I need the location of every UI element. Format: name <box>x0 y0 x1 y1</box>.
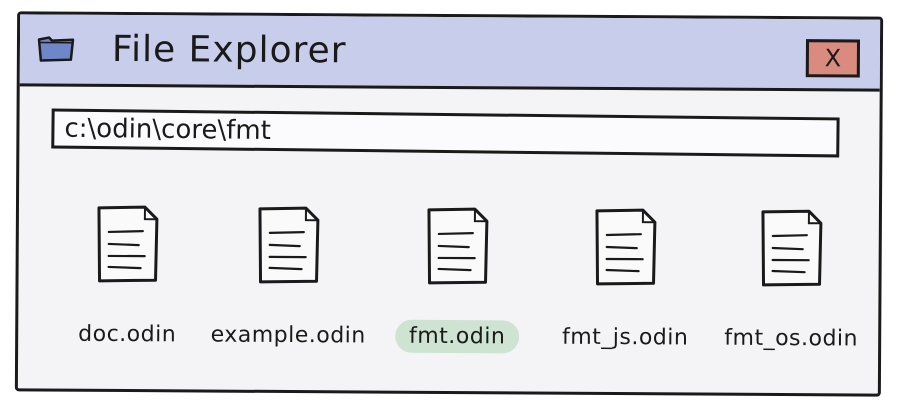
file-item[interactable]: fmt_os.odin <box>706 204 877 375</box>
document-icon <box>761 209 823 287</box>
document-icon <box>595 208 657 286</box>
file-item[interactable]: example.odin <box>203 201 374 372</box>
file-name: fmt_os.odin <box>724 325 859 352</box>
file-name: example.odin <box>210 322 366 349</box>
file-explorer-window: File Explorer X c:\odin\core\fmt doc.odi… <box>14 11 884 397</box>
file-item[interactable]: fmt_js.odin <box>540 203 711 374</box>
document-icon <box>258 206 320 284</box>
window-title: File Explorer <box>111 28 347 72</box>
file-name: fmt.odin <box>394 319 520 354</box>
close-button[interactable]: X <box>805 39 861 78</box>
file-list: doc.odin example.odin fmt.odin <box>18 199 879 374</box>
file-item-selected[interactable]: fmt.odin <box>372 202 543 373</box>
document-icon <box>97 205 159 283</box>
document-icon <box>427 207 489 285</box>
folder-icon <box>37 36 75 62</box>
file-name: fmt_js.odin <box>561 324 689 351</box>
address-bar[interactable]: c:\odin\core\fmt <box>51 108 840 158</box>
title-bar: File Explorer X <box>19 14 881 92</box>
close-icon: X <box>824 44 842 73</box>
file-item[interactable]: doc.odin <box>42 200 213 371</box>
file-name: doc.odin <box>78 321 177 348</box>
